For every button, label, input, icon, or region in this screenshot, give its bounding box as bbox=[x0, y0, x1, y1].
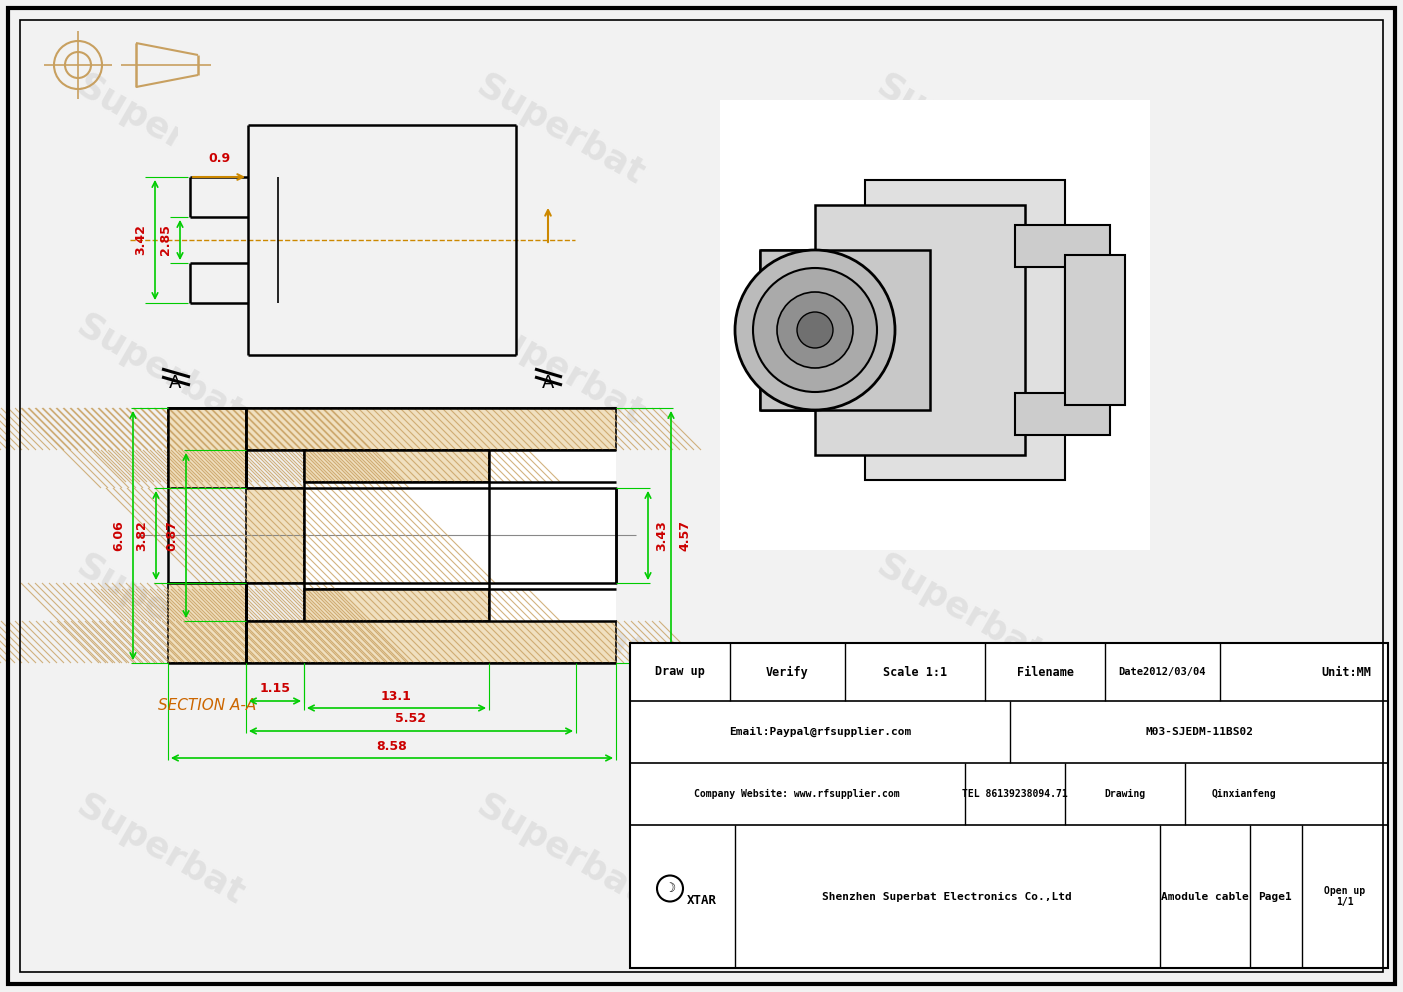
Text: A: A bbox=[542, 374, 554, 392]
Text: Superbat: Superbat bbox=[470, 549, 650, 672]
Bar bbox=[720, 100, 1150, 550]
Text: Superbat: Superbat bbox=[70, 789, 250, 912]
Circle shape bbox=[797, 312, 833, 348]
Text: 3.43: 3.43 bbox=[655, 520, 668, 551]
Text: Superbat: Superbat bbox=[470, 309, 650, 432]
Text: XTAR: XTAR bbox=[687, 894, 717, 907]
Bar bbox=[304, 450, 616, 621]
Text: ☽: ☽ bbox=[665, 882, 676, 895]
Text: TEL 86139238094.71: TEL 86139238094.71 bbox=[962, 789, 1068, 799]
Text: Superbat: Superbat bbox=[870, 549, 1049, 672]
Bar bbox=[760, 250, 930, 410]
Circle shape bbox=[753, 268, 877, 392]
Text: 3.82: 3.82 bbox=[136, 520, 149, 551]
Text: M03-SJEDM-11BS02: M03-SJEDM-11BS02 bbox=[1145, 727, 1253, 737]
Text: Superbat: Superbat bbox=[870, 789, 1049, 912]
Text: Drawing: Drawing bbox=[1104, 789, 1146, 799]
Bar bbox=[815, 205, 1026, 455]
Text: Shenzhen Superbat Electronics Co.,Ltd: Shenzhen Superbat Electronics Co.,Ltd bbox=[822, 892, 1072, 902]
Text: Superbat: Superbat bbox=[70, 68, 250, 191]
Text: 8.58: 8.58 bbox=[376, 739, 407, 753]
Circle shape bbox=[735, 250, 895, 410]
Text: Superbat: Superbat bbox=[70, 309, 250, 432]
Text: A: A bbox=[168, 374, 181, 392]
Text: Draw up: Draw up bbox=[655, 666, 704, 679]
Text: Superbat: Superbat bbox=[870, 68, 1049, 191]
Bar bbox=[246, 488, 304, 583]
Text: Scale 1:1: Scale 1:1 bbox=[882, 666, 947, 679]
Text: Filename: Filename bbox=[1017, 666, 1073, 679]
Text: 1.15: 1.15 bbox=[260, 682, 290, 695]
Text: Page1: Page1 bbox=[1258, 892, 1292, 902]
Text: Email:Paypal@rfsupplier.com: Email:Paypal@rfsupplier.com bbox=[730, 727, 911, 737]
Text: 0.9: 0.9 bbox=[208, 152, 230, 165]
Text: 3.42: 3.42 bbox=[135, 224, 147, 255]
Text: Superbat: Superbat bbox=[470, 789, 650, 912]
Bar bbox=[866, 180, 1065, 480]
Text: Superbat: Superbat bbox=[870, 309, 1049, 432]
Text: SECTION A-A: SECTION A-A bbox=[159, 697, 257, 712]
Bar bbox=[1014, 393, 1110, 435]
Text: Verify: Verify bbox=[766, 666, 808, 679]
Text: 5.52: 5.52 bbox=[396, 712, 427, 725]
Bar bbox=[1065, 255, 1125, 405]
Bar bbox=[1014, 225, 1110, 267]
Text: Superbat: Superbat bbox=[470, 68, 650, 191]
Text: Amodule cable: Amodule cable bbox=[1162, 892, 1249, 902]
Text: Unit:MM: Unit:MM bbox=[1322, 666, 1371, 679]
Text: 4.57: 4.57 bbox=[679, 520, 692, 551]
Text: Date2012/03/04: Date2012/03/04 bbox=[1118, 667, 1205, 677]
Text: 13.1: 13.1 bbox=[382, 689, 412, 702]
Text: Company Website: www.rfsupplier.com: Company Website: www.rfsupplier.com bbox=[694, 789, 899, 799]
Bar bbox=[178, 125, 516, 355]
Bar bbox=[168, 408, 246, 488]
Bar bbox=[304, 450, 490, 482]
Bar bbox=[168, 583, 246, 663]
Bar bbox=[304, 589, 490, 621]
Text: 6.06: 6.06 bbox=[112, 520, 125, 551]
Circle shape bbox=[777, 292, 853, 368]
Text: Superbat: Superbat bbox=[70, 549, 250, 672]
Bar bbox=[246, 621, 616, 663]
Text: Qinxianfeng: Qinxianfeng bbox=[1212, 789, 1277, 799]
Bar bbox=[246, 408, 616, 450]
Text: 2.85: 2.85 bbox=[160, 224, 173, 255]
Text: 0.87: 0.87 bbox=[166, 520, 178, 551]
Bar bbox=[630, 643, 1388, 968]
Text: Open up
1/1: Open up 1/1 bbox=[1324, 886, 1365, 908]
